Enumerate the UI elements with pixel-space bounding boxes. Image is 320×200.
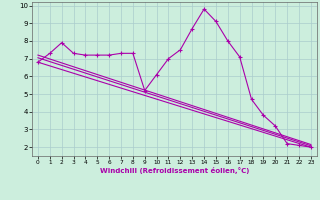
X-axis label: Windchill (Refroidissement éolien,°C): Windchill (Refroidissement éolien,°C) <box>100 167 249 174</box>
